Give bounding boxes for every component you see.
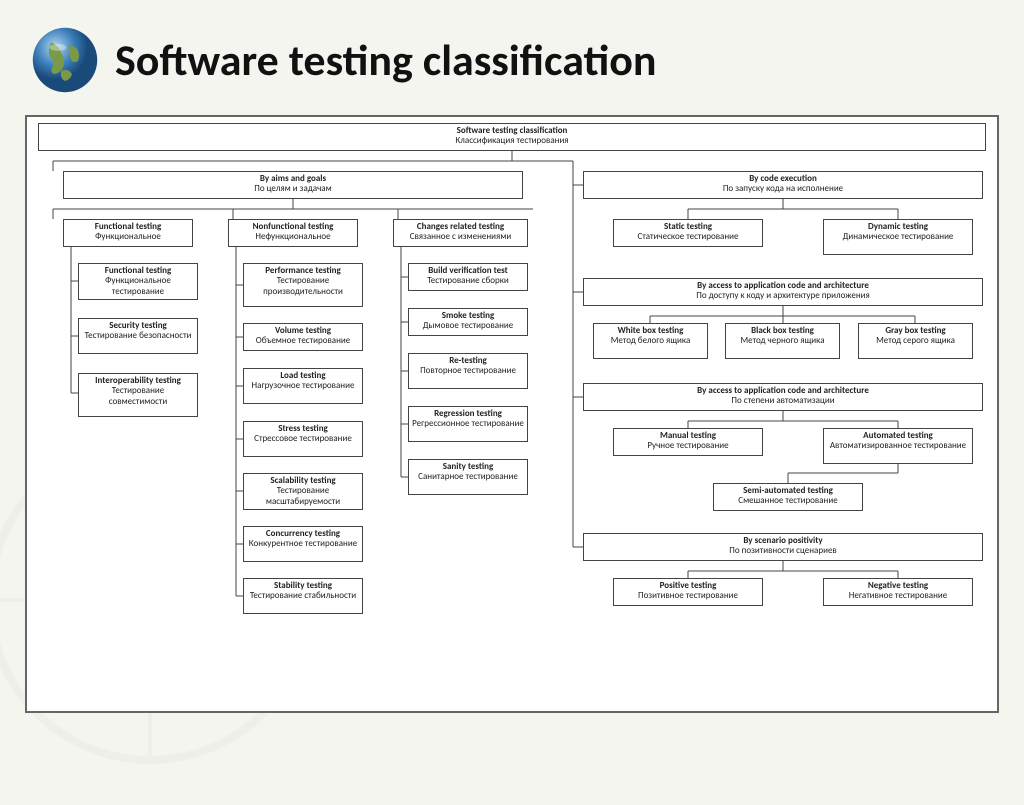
automation-header: By access to application code and archit… (583, 383, 983, 411)
nonfunctional-header: Nonfunctional testingНефункциональное (228, 219, 358, 247)
changes-header: Changes related testingСвязанное с измен… (393, 219, 528, 247)
root-node: Software testing classificationКлассифик… (38, 123, 986, 151)
access-code-header: By access to application code and archit… (583, 278, 983, 306)
nonfunctional-item-0: Performance testingТестирование производ… (243, 263, 363, 307)
nonfunctional-item-5: Concurrency testingКонкурентное тестиров… (243, 526, 363, 562)
automation-item-2: Semi-automated testingСмешанное тестиров… (713, 483, 863, 511)
nonfunctional-item-3: Stress testingСтрессовое тестирование (243, 421, 363, 457)
nonfunctional-item-1: Volume testingОбъемное тестирование (243, 323, 363, 351)
changes-item-0: Build verification testТестирование сбор… (408, 263, 528, 291)
globe-icon (30, 25, 100, 95)
access-code-item-1: Black box testingМетод черного ящика (725, 323, 840, 359)
by-aims-header: By aims and goalsПо целям и задачам (63, 171, 523, 199)
nonfunctional-item-2: Load testingНагрузочное тестирование (243, 368, 363, 404)
automation-item-0: Manual testingРучное тестирование (613, 428, 763, 456)
access-code-item-0: White box testingМетод белого ящика (593, 323, 708, 359)
functional-item-2: Interoperability testingТестирование сов… (78, 373, 198, 417)
classification-diagram: Software testing classificationКлассифик… (33, 123, 991, 705)
access-code-item-2: Gray box testingМетод серого ящика (858, 323, 973, 359)
code-exec-item-0: Static testingСтатическое тестирование (613, 219, 763, 247)
nonfunctional-item-6: Stability testingТестирование стабильнос… (243, 578, 363, 614)
functional-header: Functional testingФункциональное (63, 219, 193, 247)
functional-item-0: Functional testingФункциональное тестиро… (78, 263, 198, 300)
changes-item-3: Regression testingРегрессионное тестиров… (408, 406, 528, 442)
slide-header: Software testing classification (0, 0, 1024, 105)
code-exec-item-1: Dynamic testingДинамическое тестирование (823, 219, 973, 255)
scenario-header: By scenario positivityПо позитивности сц… (583, 533, 983, 561)
slide-title: Software testing classification (115, 33, 657, 87)
changes-item-1: Smoke testingДымовое тестирование (408, 308, 528, 336)
scenario-item-0: Positive testingПозитивное тестирование (613, 578, 763, 606)
code-exec-header: By code executionПо запуску кода на испо… (583, 171, 983, 199)
diagram-container: Software testing classificationКлассифик… (25, 115, 999, 713)
nonfunctional-item-4: Scalability testingТестирование масштаби… (243, 473, 363, 510)
automation-item-1: Automated testingАвтоматизированное тест… (823, 428, 973, 464)
changes-item-4: Sanity testingСанитарное тестирование (408, 459, 528, 495)
functional-item-1: Security testingТестирование безопасност… (78, 318, 198, 354)
scenario-item-1: Negative testingНегативное тестирование (823, 578, 973, 606)
changes-item-2: Re-testingПовторное тестирование (408, 353, 528, 389)
